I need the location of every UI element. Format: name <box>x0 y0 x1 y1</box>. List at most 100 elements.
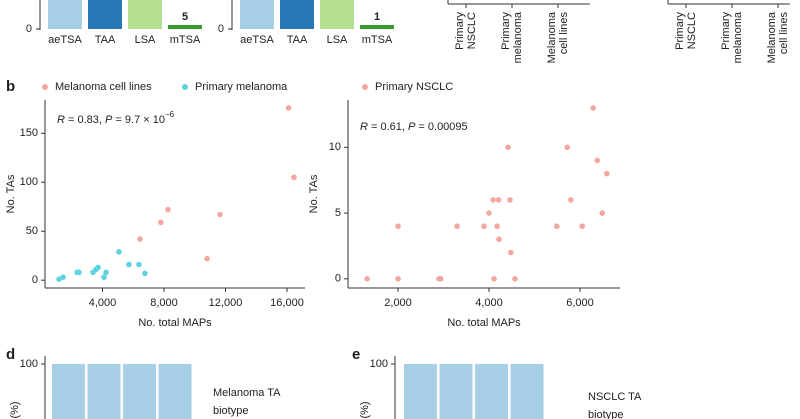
x-tick-label: mTSA <box>362 34 393 46</box>
bar <box>360 25 394 29</box>
point <box>165 206 171 213</box>
x-tick-label: TAA <box>95 34 116 46</box>
bar <box>88 0 122 29</box>
panel-label: b <box>6 78 15 95</box>
point <box>142 270 148 277</box>
annotation-part: P <box>105 114 113 126</box>
point <box>436 275 442 282</box>
legend-title: biotype <box>213 405 248 417</box>
point <box>553 223 560 230</box>
annotation-part: R <box>360 121 368 133</box>
point <box>579 223 586 230</box>
panel-label: d <box>6 346 15 363</box>
x-tick-label: TAA <box>287 34 308 46</box>
bar <box>87 364 121 419</box>
point <box>512 275 518 282</box>
bar <box>404 364 437 419</box>
annotation-part: R <box>57 114 65 126</box>
x-tick-label: Primary <box>720 12 732 50</box>
x-tick-label: mTSA <box>170 34 201 46</box>
annotation: R = 0.61, P = 0.00095 <box>360 121 468 133</box>
point <box>454 223 460 230</box>
x-tick-label: LSA <box>135 34 156 46</box>
point <box>590 105 596 111</box>
y-tick-label: 100 <box>370 358 388 370</box>
point <box>594 157 601 164</box>
point <box>490 197 496 203</box>
legend-label: Primary NSCLC <box>375 81 453 93</box>
point <box>395 223 401 230</box>
bar <box>475 364 508 419</box>
point <box>74 269 80 276</box>
y-tick-label: 150 <box>20 127 38 139</box>
y-tick-label: 100 <box>20 176 38 188</box>
y-tick-label: 5 <box>335 207 341 219</box>
point <box>90 269 96 276</box>
point <box>505 144 511 151</box>
x-tick-label: LSA <box>327 34 348 46</box>
point <box>136 261 142 268</box>
bar-label: 1 <box>374 11 380 23</box>
bar <box>123 364 156 419</box>
bar <box>168 25 202 29</box>
x-tick-label: NSCLC <box>466 12 478 49</box>
legend-marker <box>362 84 368 90</box>
x-tick-label: 6,000 <box>566 297 594 309</box>
panel-label: e <box>352 346 360 363</box>
x-tick-label: 8,000 <box>150 297 178 309</box>
x-tick-label: NSCLC <box>686 12 698 49</box>
legend-title: biotype <box>588 409 623 419</box>
point <box>217 211 223 218</box>
legend-title: NSCLC TA <box>588 391 642 403</box>
x-tick-label: Primary <box>500 12 512 50</box>
point <box>508 249 514 256</box>
point <box>604 170 610 177</box>
x-tick-label: Melanoma <box>546 11 558 63</box>
annotation-part: = 0.61, <box>368 121 408 133</box>
point <box>599 210 606 216</box>
y-tick-label: 50 <box>26 225 38 237</box>
annotation-part: = 0.83, <box>65 114 105 126</box>
point <box>564 144 571 151</box>
y-tick-label: 0 <box>26 23 32 35</box>
x-tick-label: Melanoma <box>766 11 778 63</box>
y-axis-label: (%) <box>9 401 21 418</box>
legend-label: Melanoma cell lines <box>55 81 152 93</box>
bar <box>48 0 82 29</box>
point <box>204 255 210 262</box>
y-axis-label: No. TAs <box>5 174 17 213</box>
y-tick-label: 10 <box>329 141 341 153</box>
point <box>291 174 297 181</box>
x-tick-label: 12,000 <box>209 297 243 309</box>
point <box>116 248 122 255</box>
x-tick-label: melanoma <box>732 11 744 63</box>
point <box>158 219 164 226</box>
point <box>56 276 62 282</box>
legend-label: Primary melanoma <box>195 81 288 93</box>
bar <box>280 0 314 29</box>
annotation-part: P <box>408 121 416 133</box>
x-tick-label: Primary <box>454 12 466 50</box>
legend-marker <box>42 84 48 90</box>
point <box>137 236 143 242</box>
point <box>395 275 401 282</box>
bar <box>510 364 544 419</box>
bar <box>240 0 274 29</box>
y-tick-label: 0 <box>32 274 38 286</box>
annotation-sup: −6 <box>165 110 175 119</box>
bar <box>128 0 162 29</box>
bar-label: 5 <box>182 11 188 23</box>
bar <box>439 364 473 419</box>
x-tick-label: 2,000 <box>384 297 412 309</box>
x-tick-label: aeTSA <box>48 34 82 46</box>
bar <box>320 0 354 29</box>
legend-marker <box>182 84 188 90</box>
point <box>481 223 487 230</box>
x-tick-label: cell lines <box>558 12 570 55</box>
point <box>494 223 500 230</box>
point <box>364 275 370 282</box>
point <box>495 197 502 203</box>
point <box>126 261 132 268</box>
point <box>486 210 492 216</box>
